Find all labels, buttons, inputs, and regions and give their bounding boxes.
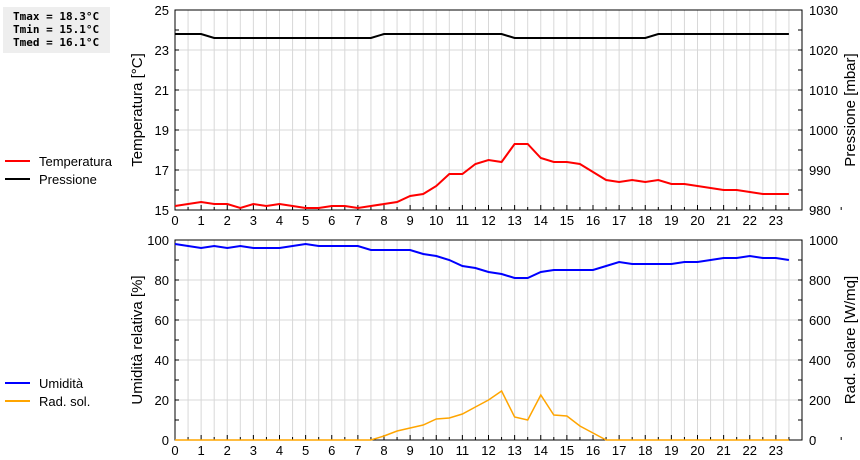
series-line-umidit- — [174, 242, 790, 279]
x-tick-label: 2 — [224, 443, 231, 458]
x-tick-label: 1 — [198, 443, 205, 458]
x-tick-label: 15 — [560, 443, 574, 458]
y2-tick-label: 1030 — [809, 3, 838, 18]
x-tick-label: 21 — [716, 443, 730, 458]
x-tick-label: 11 — [456, 443, 470, 458]
x-tick-label: 17 — [612, 213, 626, 228]
y-tick-label: 19 — [155, 123, 169, 138]
x-tick-label: 3 — [250, 443, 257, 458]
tmin-label: Tmin = 15.1°C — [13, 23, 100, 36]
x-tick-label: 11 — [456, 213, 470, 228]
x-tick-label: 14 — [534, 443, 548, 458]
x-tick-label: 20 — [690, 443, 704, 458]
x-tick-label: 3 — [250, 213, 257, 228]
x-tick-label: 9 — [407, 443, 414, 458]
y-tick-label: 100 — [147, 233, 169, 248]
series-line-pressione — [175, 33, 789, 39]
x-tick-label: 16 — [586, 443, 600, 458]
y-tick-label: 20 — [155, 393, 169, 408]
y2-axis-label: Pressione [mbar] — [842, 53, 859, 166]
y-axis-label: Temperatura [°C] — [129, 53, 146, 167]
x-tick-label: 22 — [743, 443, 757, 458]
plot-frame — [174, 9, 803, 211]
y2-tick-label: 800 — [809, 273, 831, 288]
stats-box: Tmax = 18.3°C Tmin = 15.1°C Tmed = 16.1°… — [3, 7, 110, 53]
x-tick-label: 2 — [224, 213, 231, 228]
y-tick-label: 0 — [162, 433, 169, 448]
x-tick-label: 22 — [743, 213, 757, 228]
y2-tick-label: 600 — [809, 313, 831, 328]
x-tick-label: 18 — [638, 213, 652, 228]
y-tick-label: 15 — [155, 203, 169, 218]
x-tick-label: 15 — [560, 213, 574, 228]
x-tick-label: 5 — [302, 443, 309, 458]
x-tick-label: 1 — [198, 213, 205, 228]
x-tick-label: 23 — [769, 443, 783, 458]
tmed-label: Tmed = 16.1°C — [13, 36, 100, 49]
x-tick-label: 4 — [276, 213, 283, 228]
x-tick-label: 20 — [690, 213, 704, 228]
series-line-rad-sol- — [175, 389, 789, 441]
x-tick-label: 12 — [481, 443, 495, 458]
x-tick-label: 21 — [716, 213, 730, 228]
y2-tick-label: 1000 — [809, 233, 838, 248]
y2-axis-label: Rad. solare [W/mq] — [842, 276, 859, 404]
series-line-temperatura — [174, 143, 789, 210]
plot-frame — [174, 239, 803, 441]
y-tick-label: 25 — [155, 3, 169, 18]
x-tick-label: 12 — [481, 213, 495, 228]
y-tick-label: 21 — [155, 83, 169, 98]
x-tick-label: 0 — [171, 443, 178, 458]
y2-tick-label: 1020 — [809, 43, 838, 58]
y2-tick-label: 0 — [809, 433, 816, 448]
y-tick-label: 17 — [155, 163, 169, 178]
x-tick-label: 19 — [664, 443, 678, 458]
y-axis-label: Umidità relativa [%] — [129, 275, 146, 404]
x-tick-label: 16 — [586, 213, 600, 228]
x-tick-label: 6 — [328, 443, 335, 458]
x-tick-label: 7 — [354, 443, 361, 458]
y2-tick-label: 980 — [809, 203, 831, 218]
x-tick-label: 14 — [534, 213, 548, 228]
x-tick-label: 23 — [769, 213, 783, 228]
x-tick-label: 0 — [171, 213, 178, 228]
y-tick-label: 40 — [155, 353, 169, 368]
x-tick-label: 6 — [328, 213, 335, 228]
y2-tick-label: 200 — [809, 393, 831, 408]
legend-label: Pressione — [39, 172, 97, 187]
x-tick-label: 9 — [407, 213, 414, 228]
y-tick-label: 80 — [155, 273, 169, 288]
x-tick-label: 10 — [429, 443, 443, 458]
legend-label: Rad. sol. — [39, 394, 90, 409]
y-tick-label: 60 — [155, 313, 169, 328]
x-tick-label: 13 — [507, 443, 521, 458]
y2-tick-label: 1000 — [809, 123, 838, 138]
tmax-label: Tmax = 18.3°C — [13, 10, 100, 23]
x-tick-label: 5 — [302, 213, 309, 228]
x-tick-label: 18 — [638, 443, 652, 458]
y2-tick-label: 400 — [809, 353, 831, 368]
x-tick-label: 13 — [507, 213, 521, 228]
x-tick-label: 10 — [429, 213, 443, 228]
x-tick-label: 4 — [276, 443, 283, 458]
x-tick-label: 8 — [380, 213, 387, 228]
x-tick-label: 8 — [380, 443, 387, 458]
legend-label: Temperatura — [39, 154, 113, 169]
y2-tick-label: 990 — [809, 163, 831, 178]
x-tick-label: 17 — [612, 443, 626, 458]
y-tick-label: 23 — [155, 43, 169, 58]
x-tick-label: 7 — [354, 213, 361, 228]
x-tick-label: 19 — [664, 213, 678, 228]
legend-label: Umidità — [39, 376, 84, 391]
y2-tick-label: 1010 — [809, 83, 838, 98]
